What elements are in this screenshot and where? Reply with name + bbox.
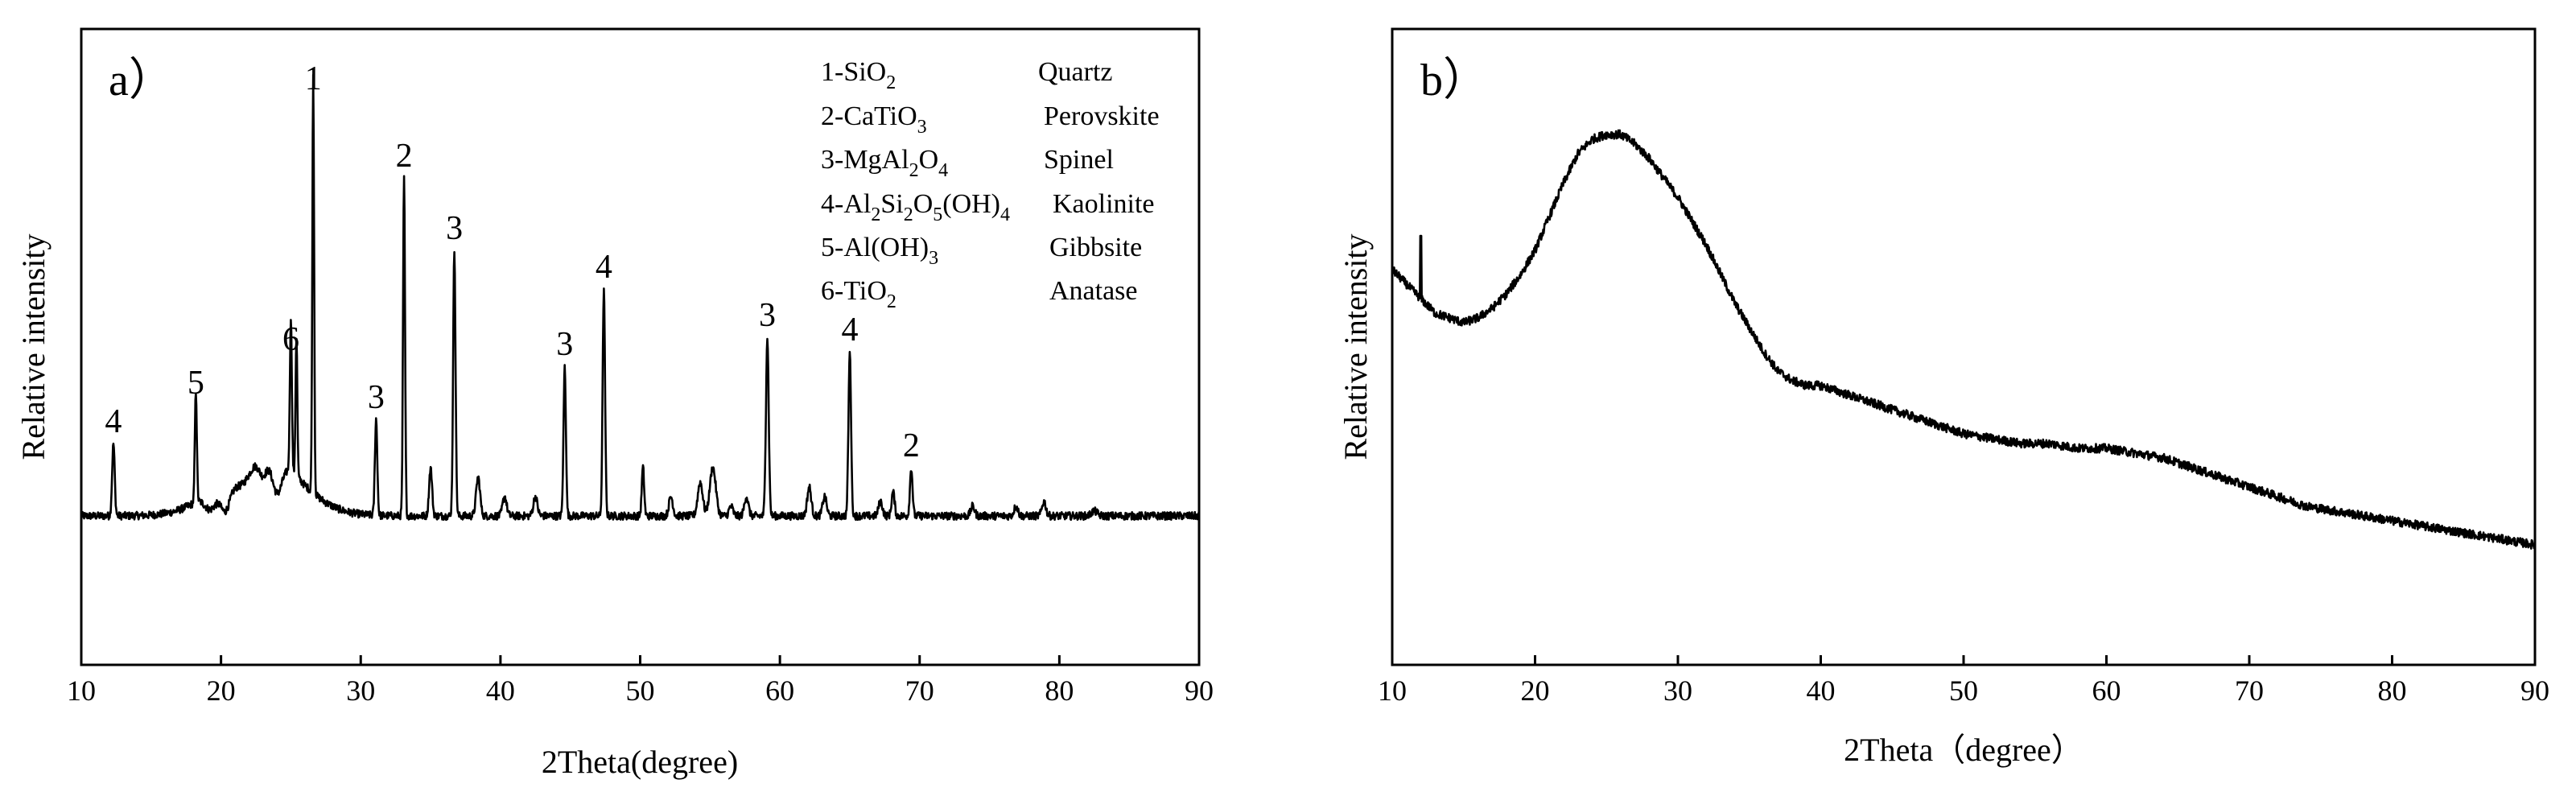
x-tick-label: 30 bbox=[1663, 675, 1692, 707]
peak-label: 5 bbox=[188, 365, 204, 402]
x-tick-label: 80 bbox=[2378, 675, 2407, 707]
x-tick-label: 70 bbox=[905, 675, 934, 707]
legend-formula: (OH) bbox=[942, 189, 1000, 219]
legend-formula: 6-TiO bbox=[821, 276, 887, 306]
legend-subscript: 2 bbox=[904, 204, 913, 225]
legend-mineral-anatase: Anatase bbox=[1049, 276, 1138, 306]
x-tick-label: 80 bbox=[1045, 675, 1074, 707]
legend-mineral-spinel: Spinel bbox=[1044, 145, 1114, 175]
legend-subscript: 2 bbox=[886, 72, 896, 93]
legend-row-6: 6-TiO2 Anatase bbox=[821, 276, 1138, 312]
legend-subscript: 3 bbox=[929, 248, 938, 269]
legend-row-2: 2-CaTiO3 Perovskite bbox=[821, 101, 1160, 138]
x-tick-label: 90 bbox=[2520, 675, 2549, 707]
legend-formula: Si bbox=[880, 189, 903, 219]
x-tick-label: 40 bbox=[1807, 675, 1836, 707]
legend-row-4: 4-Al2Si2O5(OH)4 Kaolinite bbox=[821, 189, 1155, 225]
x-tick-label: 10 bbox=[1378, 675, 1407, 707]
x-tick-label: 50 bbox=[626, 675, 655, 707]
panel-a-y-axis-title: Relative intensity bbox=[15, 233, 52, 460]
peak-label: 3 bbox=[446, 210, 463, 247]
panel-b-chart: b） 2Theta（degree） Relative intensity 10 2… bbox=[1337, 27, 2549, 768]
x-tick-label: 90 bbox=[1185, 675, 1214, 707]
peak-label: 4 bbox=[841, 311, 858, 349]
panel-b-y-axis-title: Relative intensity bbox=[1337, 233, 1374, 460]
peak-label: 2 bbox=[903, 427, 920, 464]
peak-label: 6 bbox=[282, 321, 299, 358]
peak-label: 4 bbox=[105, 403, 122, 440]
x-tick-label: 60 bbox=[765, 675, 794, 707]
legend-subscript: 4 bbox=[1000, 204, 1010, 225]
x-tick-label: 40 bbox=[486, 675, 515, 707]
legend-mineral-quartz: Quartz bbox=[1038, 57, 1113, 87]
panel-b-x-axis-title: 2Theta（degree） bbox=[1844, 732, 2083, 768]
panel-a-x-axis-title: 2Theta(degree) bbox=[542, 744, 738, 780]
svg-text:4-Al2Si2O5(OH)4: 4-Al2Si2O5(OH)4 bbox=[821, 189, 1010, 225]
panel-b-label: b） bbox=[1420, 56, 1488, 105]
peak-label: 1 bbox=[305, 60, 322, 97]
x-tick-label: 70 bbox=[2235, 675, 2264, 707]
legend-mineral-perovskite: Perovskite bbox=[1044, 101, 1160, 131]
svg-text:3-MgAl2O4: 3-MgAl2O4 bbox=[821, 145, 948, 181]
peak-label: 3 bbox=[368, 379, 385, 416]
panel-a-xrd-pattern-line bbox=[80, 73, 1200, 522]
svg-text:2-CaTiO3: 2-CaTiO3 bbox=[821, 101, 927, 138]
legend-formula: 3-MgAl bbox=[821, 145, 909, 175]
svg-text:1-SiO2: 1-SiO2 bbox=[821, 57, 896, 93]
legend-formula: O bbox=[913, 189, 934, 219]
legend-formula: O bbox=[919, 145, 939, 175]
panel-a-chart: a） 2Theta(degree) Relative intensity 10 2… bbox=[15, 27, 1214, 780]
legend-subscript: 2 bbox=[871, 204, 880, 225]
legend-formula: 1-SiO bbox=[821, 57, 886, 87]
panel-a-phase-legend: 1-SiO2 Quartz 2-CaTiO3 Perovskite 3-MgAl… bbox=[821, 57, 1160, 312]
peak-label: 2 bbox=[396, 138, 413, 175]
legend-row-3: 3-MgAl2O4 Spinel bbox=[821, 145, 1114, 181]
legend-formula: 2-CaTiO bbox=[821, 101, 917, 131]
panel-a-label: a） bbox=[109, 56, 174, 105]
peak-label: 3 bbox=[556, 326, 573, 363]
legend-mineral-kaolinite: Kaolinite bbox=[1053, 189, 1155, 219]
legend-subscript: 5 bbox=[933, 204, 942, 225]
svg-text:5-Al(OH)3: 5-Al(OH)3 bbox=[821, 233, 938, 269]
panel-b-xrd-pattern-line bbox=[1391, 129, 2537, 550]
panel-b-x-ticks: 10 20 30 40 50 60 70 80 90 bbox=[1378, 655, 2549, 707]
legend-mineral-gibbsite: Gibbsite bbox=[1049, 233, 1142, 262]
svg-text:6-TiO2: 6-TiO2 bbox=[821, 276, 896, 312]
legend-row-5: 5-Al(OH)3 Gibbsite bbox=[821, 233, 1142, 269]
panel-a-x-ticks: 10 20 30 40 50 60 70 80 90 bbox=[67, 655, 1214, 707]
legend-formula: 5-Al(OH) bbox=[821, 233, 929, 262]
x-tick-label: 30 bbox=[346, 675, 375, 707]
legend-subscript: 4 bbox=[938, 160, 948, 181]
x-tick-label: 20 bbox=[1521, 675, 1550, 707]
legend-subscript: 3 bbox=[917, 117, 927, 138]
legend-subscript: 2 bbox=[909, 160, 919, 181]
x-tick-label: 20 bbox=[207, 675, 236, 707]
x-tick-label: 10 bbox=[67, 675, 96, 707]
x-tick-label: 60 bbox=[2092, 675, 2121, 707]
x-tick-label: 50 bbox=[1949, 675, 1978, 707]
legend-subscript: 2 bbox=[887, 291, 896, 312]
legend-row-1: 1-SiO2 Quartz bbox=[821, 57, 1113, 93]
legend-formula: 4-Al bbox=[821, 189, 871, 219]
peak-label: 3 bbox=[759, 297, 776, 334]
peak-label: 4 bbox=[596, 249, 612, 286]
